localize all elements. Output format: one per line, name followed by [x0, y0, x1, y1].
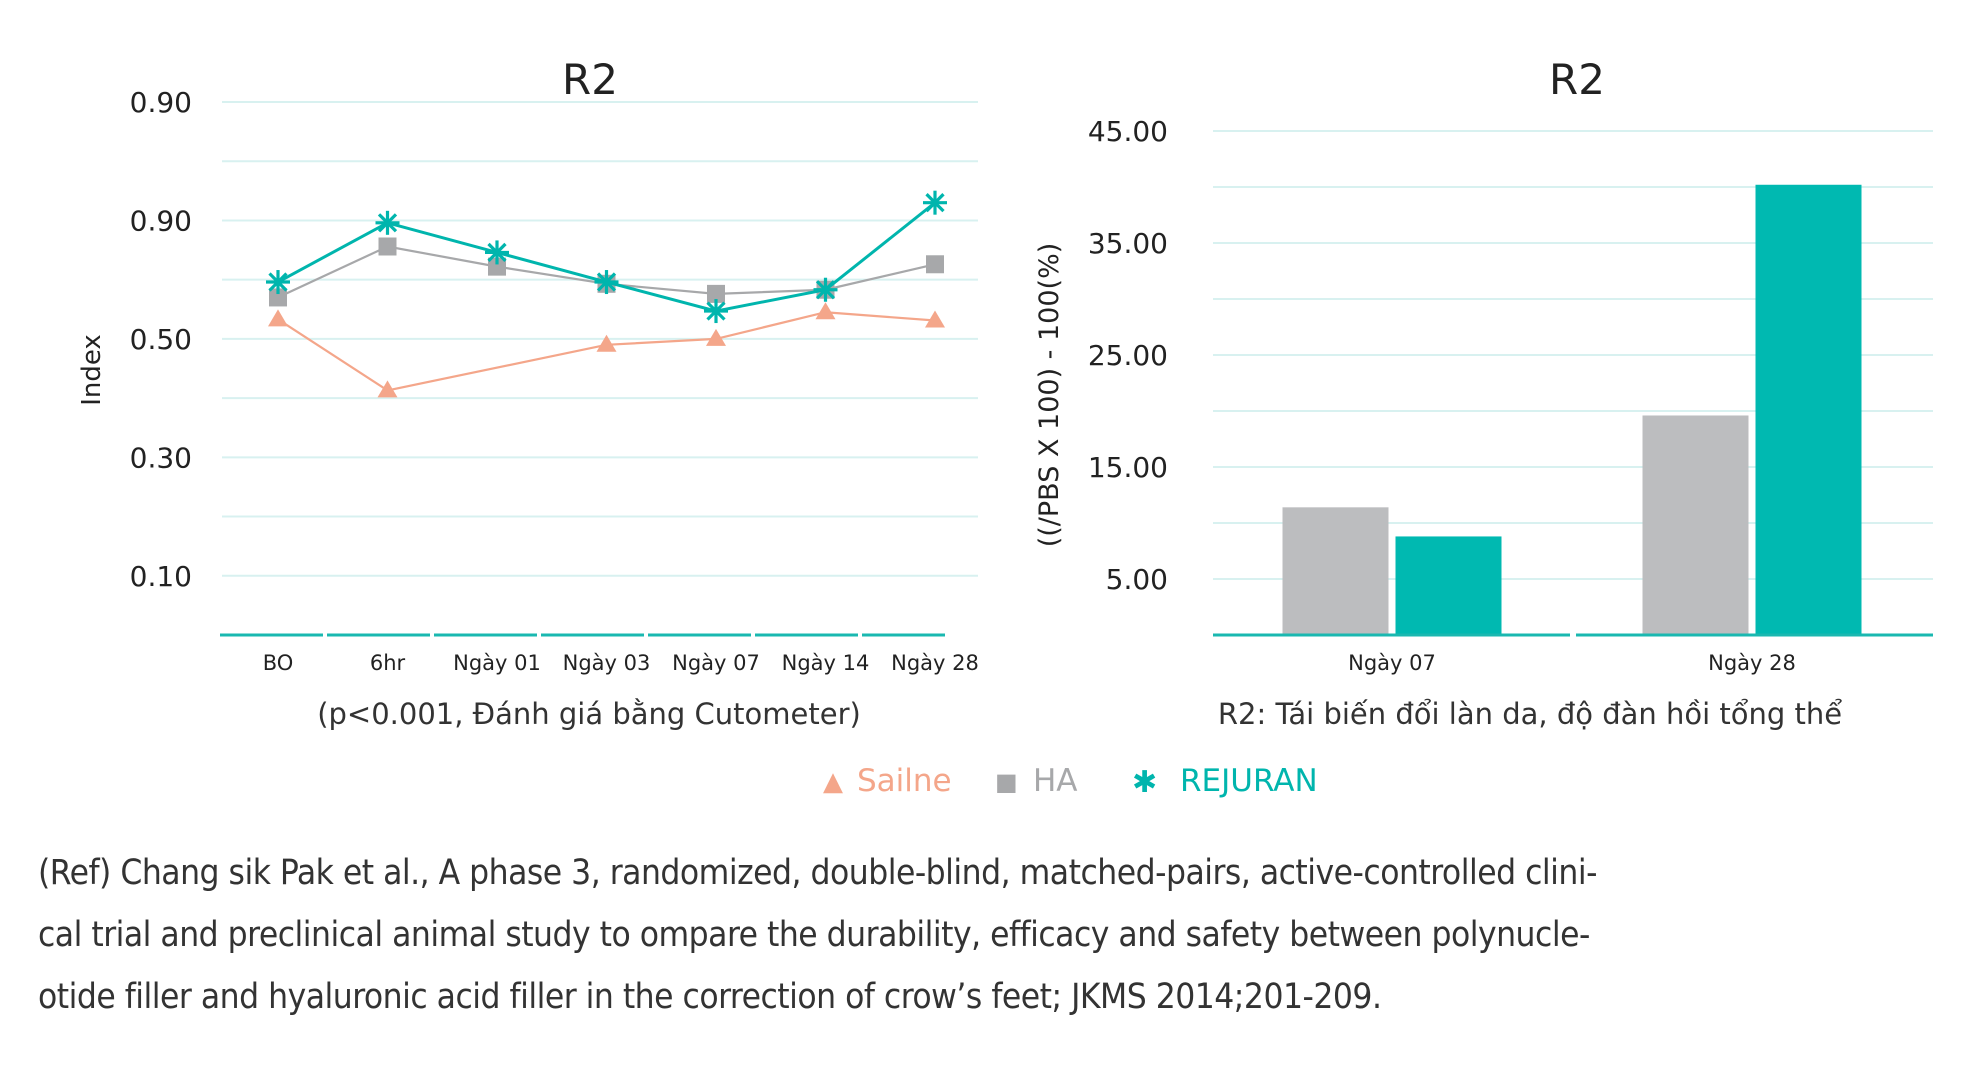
square-icon: ■	[995, 768, 1018, 796]
figure: R2 Index 0.90 0.90 0.50 0.30 0.10 BO 6hr Ngày …	[77, 55, 1933, 800]
x-tick-label: Ngày 01	[453, 651, 541, 675]
line-chart-title: R2	[562, 55, 618, 104]
series-sailne	[268, 302, 945, 398]
y-tick-label: 25.00	[1088, 339, 1168, 372]
data-point-triangle	[925, 310, 945, 328]
asterisk-stroke	[596, 272, 617, 292]
data-point-square	[707, 284, 725, 303]
bar-chart-y-ticks: 45.00 35.00 25.00 15.00 5.00	[1088, 115, 1168, 596]
data-point-triangle	[596, 334, 617, 352]
y-tick-label: 0.10	[130, 560, 192, 593]
y-tick-label: 0.30	[130, 441, 192, 474]
asterisk-stroke	[925, 193, 945, 213]
line-chart-y-axis-label: Index	[77, 334, 107, 406]
data-point-triangle	[706, 328, 726, 346]
legend: ▲ Sailne ■ HA ✱ REJURAN	[823, 763, 1318, 800]
y-tick-label: 0.90	[130, 204, 192, 237]
legend-item-rejuran: ✱ REJURAN	[1132, 763, 1318, 800]
data-point-square	[269, 288, 287, 307]
asterisk-stroke	[487, 242, 507, 263]
series-line	[277, 201, 936, 313]
data-point-triangle	[815, 302, 836, 320]
y-tick-label: 0.90	[130, 86, 192, 119]
x-tick-label: Ngày 28	[891, 651, 979, 675]
bar-rejuran	[1755, 184, 1862, 635]
legend-label-ha: HA	[1033, 763, 1078, 799]
data-point-asterisk	[266, 270, 290, 295]
data-point-triangle	[268, 309, 288, 327]
legend-label-rejuran: REJURAN	[1180, 763, 1318, 799]
bar-ha	[1282, 507, 1389, 635]
line-chart-series	[266, 190, 947, 398]
data-point-triangle	[377, 380, 398, 398]
x-tick-label: Ngày 28	[1708, 651, 1796, 675]
series-line	[277, 311, 936, 392]
bar-chart-title: R2	[1549, 55, 1605, 104]
line-chart-x-axis-label: (p<0.001, Đánh giá bằng Cutometer)	[317, 697, 861, 731]
bar-chart-x-ticks: Ngày 07 Ngày 28	[1348, 651, 1796, 675]
y-tick-label: 15.00	[1088, 451, 1168, 484]
bar-chart-y-axis-label: ((/PBS X 100) - 100(%)	[1034, 243, 1065, 548]
line-chart-x-ticks: BO 6hr Ngày 01 Ngày 03 Ngày 07 Ngày 14 Ngày 28	[263, 651, 979, 675]
x-tick-label: Ngày 07	[672, 651, 760, 675]
reference-line: otide filler and hyaluronic acid filler …	[38, 977, 1382, 1017]
asterisk-stroke	[815, 280, 836, 300]
data-point-asterisk	[594, 270, 619, 295]
line-chart-y-ticks: 0.90 0.90 0.50 0.30 0.10	[130, 86, 192, 593]
line-chart-gridlines	[222, 101, 978, 577]
reference-note: (Ref) Chang sik Pak et al., A phase 3, r…	[38, 842, 1958, 1028]
asterisk-stroke	[268, 272, 288, 292]
x-tick-label: Ngày 07	[1348, 651, 1436, 675]
legend-item-sailne: ▲ Sailne	[823, 763, 952, 799]
x-tick-label: Ngày 14	[782, 651, 870, 675]
y-tick-label: 5.00	[1106, 563, 1168, 596]
data-point-square	[378, 237, 397, 256]
asterisk-stroke	[377, 213, 398, 233]
data-point-asterisk	[704, 299, 728, 324]
bar-chart: R2 ((/PBS X 100) - 100(%) 45.00 35.00 25.0…	[1034, 55, 1933, 731]
series-rejuran	[266, 190, 947, 324]
y-tick-label: 0.50	[130, 323, 192, 356]
legend-label-sailne: Sailne	[857, 763, 952, 799]
legend-item-ha: ■ HA	[995, 763, 1078, 799]
line-chart: R2 Index 0.90 0.90 0.50 0.30 0.10 BO 6hr Ngày …	[77, 55, 979, 731]
y-tick-label: 45.00	[1088, 115, 1168, 148]
asterisk-stroke	[706, 301, 726, 321]
asterisk-icon: ✱	[1132, 765, 1157, 800]
data-point-asterisk	[923, 190, 947, 215]
bar-rejuran	[1395, 536, 1502, 635]
bar-chart-x-axis-label: R2: Tái biến đổi làn da, độ đàn hồi tổng…	[1218, 697, 1842, 731]
x-tick-label: BO	[263, 651, 294, 675]
x-tick-label: Ngày 03	[563, 651, 651, 675]
bar-chart-bars	[1282, 184, 1862, 635]
data-point-square	[926, 255, 944, 274]
triangle-icon: ▲	[823, 767, 843, 797]
y-tick-label: 35.00	[1088, 227, 1168, 260]
data-point-square	[488, 257, 506, 276]
data-point-asterisk	[813, 277, 838, 302]
reference-line: (Ref) Chang sik Pak et al., A phase 3, r…	[38, 853, 1597, 893]
data-point-asterisk	[485, 240, 509, 265]
bar-ha	[1642, 415, 1749, 635]
x-tick-label: 6hr	[370, 651, 406, 675]
data-point-asterisk	[375, 210, 400, 235]
reference-line: cal trial and preclinical animal study t…	[38, 915, 1590, 955]
